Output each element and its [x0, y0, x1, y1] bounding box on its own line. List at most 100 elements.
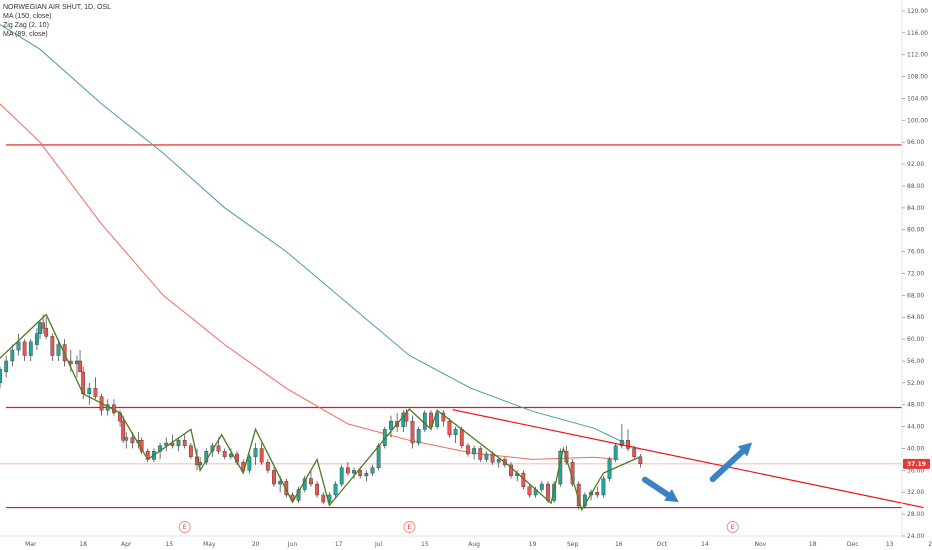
symbol-title[interactable]: NORWEGIAN AIR SHUT, 1D, OSL	[3, 4, 112, 11]
candle-body	[315, 483, 319, 496]
candle	[339, 464, 344, 487]
price-tick-label: 36.00	[907, 467, 924, 474]
time-tick-label: 20	[252, 541, 260, 548]
candle	[222, 448, 227, 460]
candle-body	[490, 453, 495, 463]
time-tick-label: 18	[79, 541, 87, 548]
candle-body	[41, 322, 45, 329]
candle-body	[527, 486, 532, 496]
candle	[410, 415, 415, 449]
candle-body	[595, 492, 600, 496]
candle-body	[272, 470, 276, 485]
candle-body	[509, 464, 513, 477]
event-label: E	[183, 524, 187, 531]
candle	[638, 453, 643, 468]
candle-body	[429, 412, 433, 427]
candle	[601, 475, 606, 498]
candle	[182, 434, 187, 449]
price-tick-label: 40.00	[907, 445, 924, 452]
price-tick-label: 116.00	[907, 30, 928, 37]
event-circle	[403, 521, 416, 533]
candle	[370, 464, 375, 476]
candle	[315, 481, 319, 498]
candle-body	[130, 437, 135, 444]
price-tick-label: 112.00	[907, 52, 928, 59]
candle	[441, 410, 446, 427]
event-circle	[726, 521, 739, 533]
price-tick-label: 92.00	[907, 161, 924, 168]
candle	[10, 344, 15, 367]
candle	[466, 443, 470, 457]
candle-body	[613, 445, 618, 460]
event-circle	[178, 521, 191, 533]
legend-ma89[interactable]: MA (89, close)	[3, 31, 48, 38]
candle	[435, 410, 440, 430]
candle	[4, 355, 9, 378]
time-axis[interactable]: Mar 18 Apr 15 May 20 Jun 17 Jul 15 Aug 19 Sep 16 Oct 14…	[0, 535, 932, 548]
time-tick-label: Dec	[847, 541, 859, 548]
legend-zigzag[interactable]: Zig Zag (2, 10)	[3, 22, 49, 29]
candle-body	[78, 360, 82, 373]
candle-body	[16, 341, 21, 351]
time-tick-label: Jun	[287, 541, 298, 548]
price-tick-label: 48.00	[907, 402, 924, 409]
candle	[253, 443, 258, 465]
candle-body	[376, 445, 381, 468]
candle	[272, 467, 276, 487]
candle-body	[447, 420, 452, 436]
candle	[188, 443, 193, 460]
candle-body	[56, 344, 61, 356]
earnings-event-marker: E	[178, 521, 191, 533]
candle	[595, 486, 600, 498]
candle-body	[607, 459, 612, 479]
candle	[527, 484, 532, 498]
price-tick-label: 88.00	[907, 183, 924, 190]
candle	[93, 377, 98, 400]
ma150-series	[0, 24, 626, 444]
trendline-group	[452, 409, 924, 509]
zigzag-line	[0, 313, 641, 512]
candle	[247, 453, 252, 474]
candle-body	[176, 440, 181, 446]
time-tick-label: Oct	[657, 541, 668, 548]
candle-body	[333, 483, 338, 496]
ma89-series	[0, 103, 619, 460]
candle-body	[278, 481, 283, 485]
candle-body	[170, 442, 175, 446]
legend-ma150[interactable]: MA (150, close)	[3, 13, 52, 20]
candle-body	[601, 478, 606, 496]
candle	[607, 456, 612, 482]
price-tick-label: 72.00	[907, 270, 924, 277]
candle	[0, 366, 2, 389]
candle	[265, 459, 270, 474]
time-tick-label: Aug	[468, 541, 480, 548]
candle-body	[28, 341, 33, 356]
price-tick-label: 100.00	[907, 117, 928, 124]
candle-body	[422, 412, 427, 430]
candle-body	[4, 360, 9, 373]
candle-body	[459, 429, 464, 446]
candle-body	[87, 388, 92, 394]
time-tick-label: Mar	[25, 541, 37, 548]
price-tick-label: 104.00	[907, 95, 928, 102]
candle	[429, 410, 433, 430]
candle	[87, 382, 92, 405]
candle-body	[389, 420, 393, 430]
candle-body	[10, 349, 15, 362]
candle-body	[472, 448, 476, 455]
arrow-shaft	[709, 448, 746, 483]
candle	[478, 445, 483, 463]
candle	[447, 418, 452, 438]
price-axis[interactable]: 24.00 28.00 32.00 36.00 40.00 44.00 48.00 52.00…	[901, 0, 930, 540]
time-tick-label: 15	[165, 541, 173, 548]
candle-body	[638, 456, 643, 465]
candle	[28, 339, 33, 361]
price-tick-label: 84.00	[907, 205, 924, 212]
candle	[472, 445, 476, 460]
arrow-up-right	[709, 442, 753, 483]
candle	[164, 437, 169, 452]
candle	[124, 432, 129, 449]
candle-body	[345, 467, 350, 474]
